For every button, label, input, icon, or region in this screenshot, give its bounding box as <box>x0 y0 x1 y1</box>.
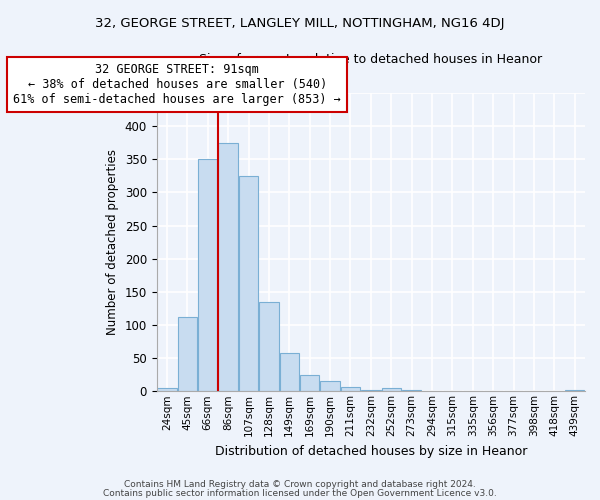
Text: 32 GEORGE STREET: 91sqm
← 38% of detached houses are smaller (540)
61% of semi-d: 32 GEORGE STREET: 91sqm ← 38% of detache… <box>13 64 341 106</box>
Title: Size of property relative to detached houses in Heanor: Size of property relative to detached ho… <box>199 52 542 66</box>
Bar <box>382 388 401 392</box>
Text: 32, GEORGE STREET, LANGLEY MILL, NOTTINGHAM, NG16 4DJ: 32, GEORGE STREET, LANGLEY MILL, NOTTING… <box>95 18 505 30</box>
Bar <box>341 386 360 392</box>
Bar <box>218 143 238 392</box>
Text: Contains HM Land Registry data © Crown copyright and database right 2024.: Contains HM Land Registry data © Crown c… <box>124 480 476 489</box>
Bar <box>402 390 421 392</box>
Bar <box>239 176 258 392</box>
Bar <box>565 390 584 392</box>
Bar <box>178 317 197 392</box>
Bar <box>259 302 278 392</box>
Bar <box>300 374 319 392</box>
Bar <box>198 160 217 392</box>
Bar <box>361 390 380 392</box>
Bar <box>320 382 340 392</box>
Bar <box>157 388 176 392</box>
Y-axis label: Number of detached properties: Number of detached properties <box>106 149 119 335</box>
Bar <box>280 354 299 392</box>
X-axis label: Distribution of detached houses by size in Heanor: Distribution of detached houses by size … <box>215 444 527 458</box>
Bar <box>443 390 462 392</box>
Text: Contains public sector information licensed under the Open Government Licence v3: Contains public sector information licen… <box>103 488 497 498</box>
